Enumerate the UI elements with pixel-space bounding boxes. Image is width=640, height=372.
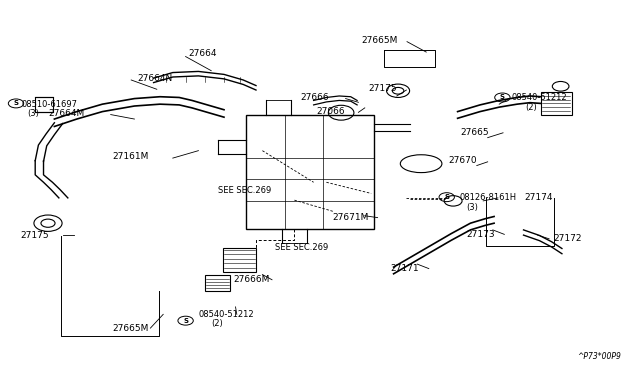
Text: (3): (3) <box>466 203 478 212</box>
Text: S: S <box>500 94 505 100</box>
FancyBboxPatch shape <box>246 115 374 229</box>
FancyBboxPatch shape <box>541 92 572 115</box>
Text: 27664: 27664 <box>189 49 218 58</box>
Text: (2): (2) <box>211 319 223 328</box>
Text: 27174: 27174 <box>525 193 554 202</box>
Text: 27066: 27066 <box>317 107 346 116</box>
Text: 27666: 27666 <box>301 93 330 102</box>
Text: ^P73*00P9: ^P73*00P9 <box>577 352 621 361</box>
FancyBboxPatch shape <box>223 248 256 272</box>
Text: (3): (3) <box>27 109 39 118</box>
Text: S: S <box>13 100 19 106</box>
Text: 27664M: 27664M <box>48 109 84 118</box>
Text: S: S <box>444 194 449 200</box>
Text: 27173: 27173 <box>466 230 495 239</box>
Text: 27666M: 27666M <box>234 275 270 284</box>
Text: S: S <box>183 318 188 324</box>
Text: (2): (2) <box>525 103 536 112</box>
Text: 27172: 27172 <box>554 234 582 243</box>
Text: 27171: 27171 <box>390 264 419 273</box>
FancyBboxPatch shape <box>35 97 53 112</box>
Text: 27671M: 27671M <box>333 213 369 222</box>
Text: 27670: 27670 <box>448 156 477 165</box>
Text: 27175: 27175 <box>368 84 397 93</box>
Text: 27161M: 27161M <box>112 153 148 161</box>
Text: 08126-8161H: 08126-8161H <box>460 193 516 202</box>
Text: 27665: 27665 <box>461 128 490 137</box>
Text: 27175: 27175 <box>20 231 49 240</box>
FancyBboxPatch shape <box>205 275 230 291</box>
Text: 27665M: 27665M <box>112 324 148 333</box>
Ellipse shape <box>401 155 442 173</box>
Text: 27664N: 27664N <box>138 74 173 83</box>
Text: 08510-61697: 08510-61697 <box>21 100 77 109</box>
Text: SEE SEC.269: SEE SEC.269 <box>275 243 328 252</box>
Text: 27665M: 27665M <box>362 36 398 45</box>
Text: 08540-51212: 08540-51212 <box>198 310 254 319</box>
Text: 08540-51212: 08540-51212 <box>512 93 568 102</box>
Text: SEE SEC.269: SEE SEC.269 <box>218 186 271 195</box>
